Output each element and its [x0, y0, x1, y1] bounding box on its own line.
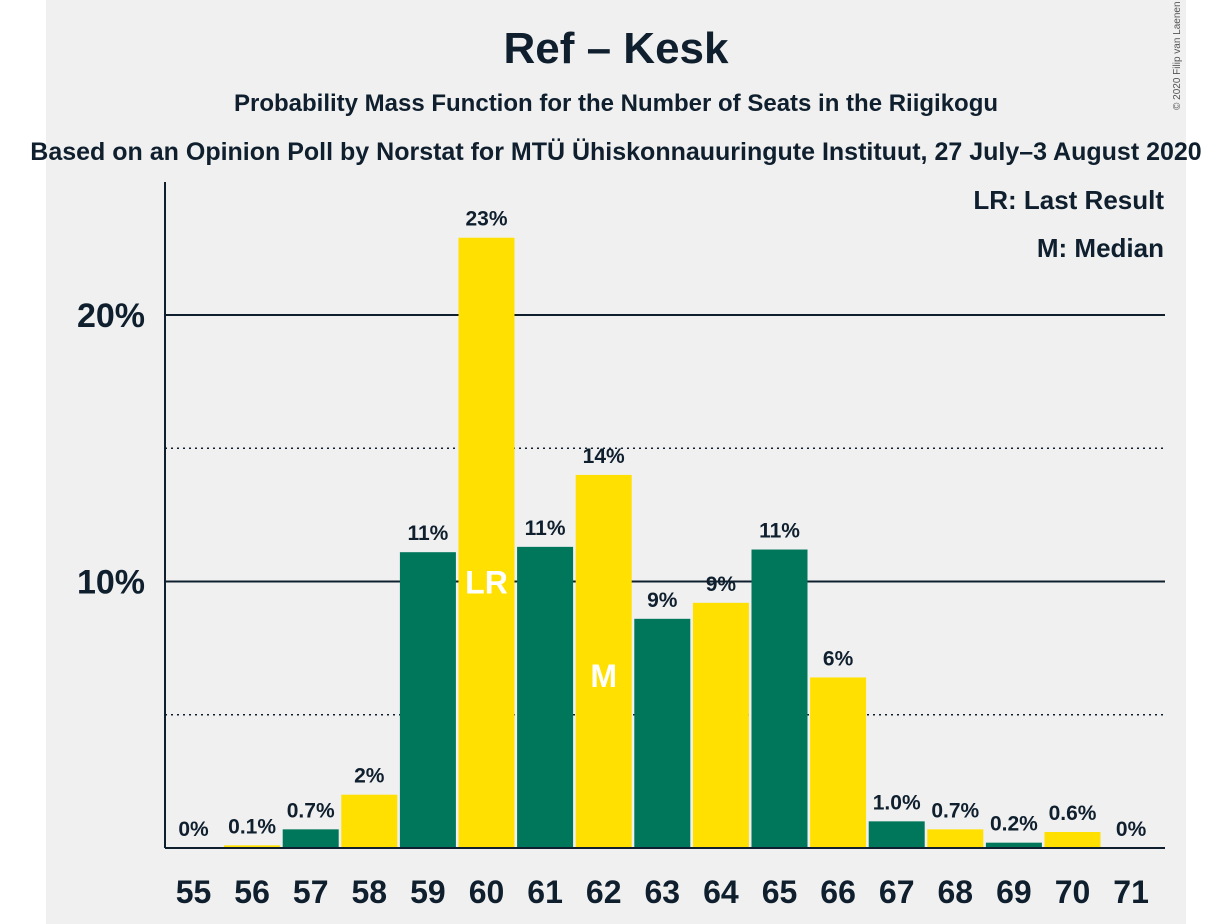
data-label-70: 0.6%: [1049, 802, 1097, 825]
data-label-60: 23%: [465, 208, 507, 231]
x-tick-label-58: 58: [352, 874, 388, 910]
bar-marker-m: M: [590, 658, 617, 694]
x-tick-label-60: 60: [469, 874, 505, 910]
bar-64: [692, 602, 749, 848]
x-tick-label-70: 70: [1055, 874, 1091, 910]
x-tick-label-57: 57: [293, 874, 329, 910]
legend-last-result: LR: Last Result: [973, 185, 1164, 215]
data-label-69: 0.2%: [990, 813, 1038, 836]
data-label-66: 6%: [823, 647, 854, 670]
data-label-63: 9%: [647, 589, 678, 612]
bar-67: [868, 821, 925, 848]
bar-56: [224, 845, 281, 848]
data-label-68: 0.7%: [931, 799, 979, 822]
x-tick-label-71: 71: [1113, 874, 1149, 910]
bar-65: [751, 549, 808, 848]
data-label-67: 1.0%: [873, 791, 921, 814]
bars: [224, 237, 1101, 849]
x-tick-label-56: 56: [234, 874, 270, 910]
bar-61: [517, 546, 574, 848]
legend-median: M: Median: [1036, 233, 1164, 263]
data-label-58: 2%: [354, 765, 385, 788]
axes: 10% 20% 55 56 57 58 59 60 61 62 63 64 65 66 67 68 69 70 71: [77, 182, 1165, 910]
bar-58: [341, 794, 398, 848]
x-tick-label-61: 61: [527, 874, 563, 910]
bar-63: [634, 618, 691, 848]
bar-59: [399, 552, 456, 848]
data-label-64: 9%: [706, 573, 737, 596]
data-label-65: 11%: [759, 520, 800, 543]
bar-68: [927, 829, 984, 848]
data-label-56: 0.1%: [228, 815, 276, 838]
data-label-71: 0%: [1116, 818, 1147, 841]
bar-60: [458, 237, 515, 849]
x-tick-label-65: 65: [762, 874, 798, 910]
y-tick-label-10: 10%: [77, 564, 145, 602]
bar-62: [575, 474, 632, 848]
data-labels: 0% 0.1% 0.7% 2% 11% 23% LR 11% 14% M 9% 9% 11% 6% 1.0%…: [178, 208, 1146, 841]
x-tick-label-69: 69: [996, 874, 1032, 910]
chart-source-subtitle: Based on an Opinion Poll by Norstat for …: [30, 138, 1202, 166]
bar-69: [985, 842, 1042, 848]
x-tick-label-67: 67: [879, 874, 915, 910]
bar-70: [1044, 832, 1101, 848]
data-label-55: 0%: [178, 818, 209, 841]
bar-57: [282, 829, 339, 848]
x-tick-label-62: 62: [586, 874, 622, 910]
chart-title: Ref – Kesk: [503, 24, 729, 73]
x-tick-label-68: 68: [938, 874, 974, 910]
data-label-59: 11%: [407, 522, 448, 545]
chart-subtitle: Probability Mass Function for the Number…: [233, 90, 999, 117]
data-label-62: 14%: [583, 445, 625, 468]
x-tick-label-64: 64: [703, 874, 739, 910]
y-tick-label-20: 20%: [77, 297, 145, 335]
data-label-61: 11%: [525, 517, 566, 540]
x-tick-label-63: 63: [645, 874, 681, 910]
data-label-57: 0.7%: [287, 799, 335, 822]
x-tick-label-59: 59: [410, 874, 446, 910]
bar-marker-lr: LR: [465, 565, 508, 601]
x-tick-label-55: 55: [176, 874, 212, 910]
x-tick-label-66: 66: [820, 874, 856, 910]
bar-66: [810, 677, 867, 848]
